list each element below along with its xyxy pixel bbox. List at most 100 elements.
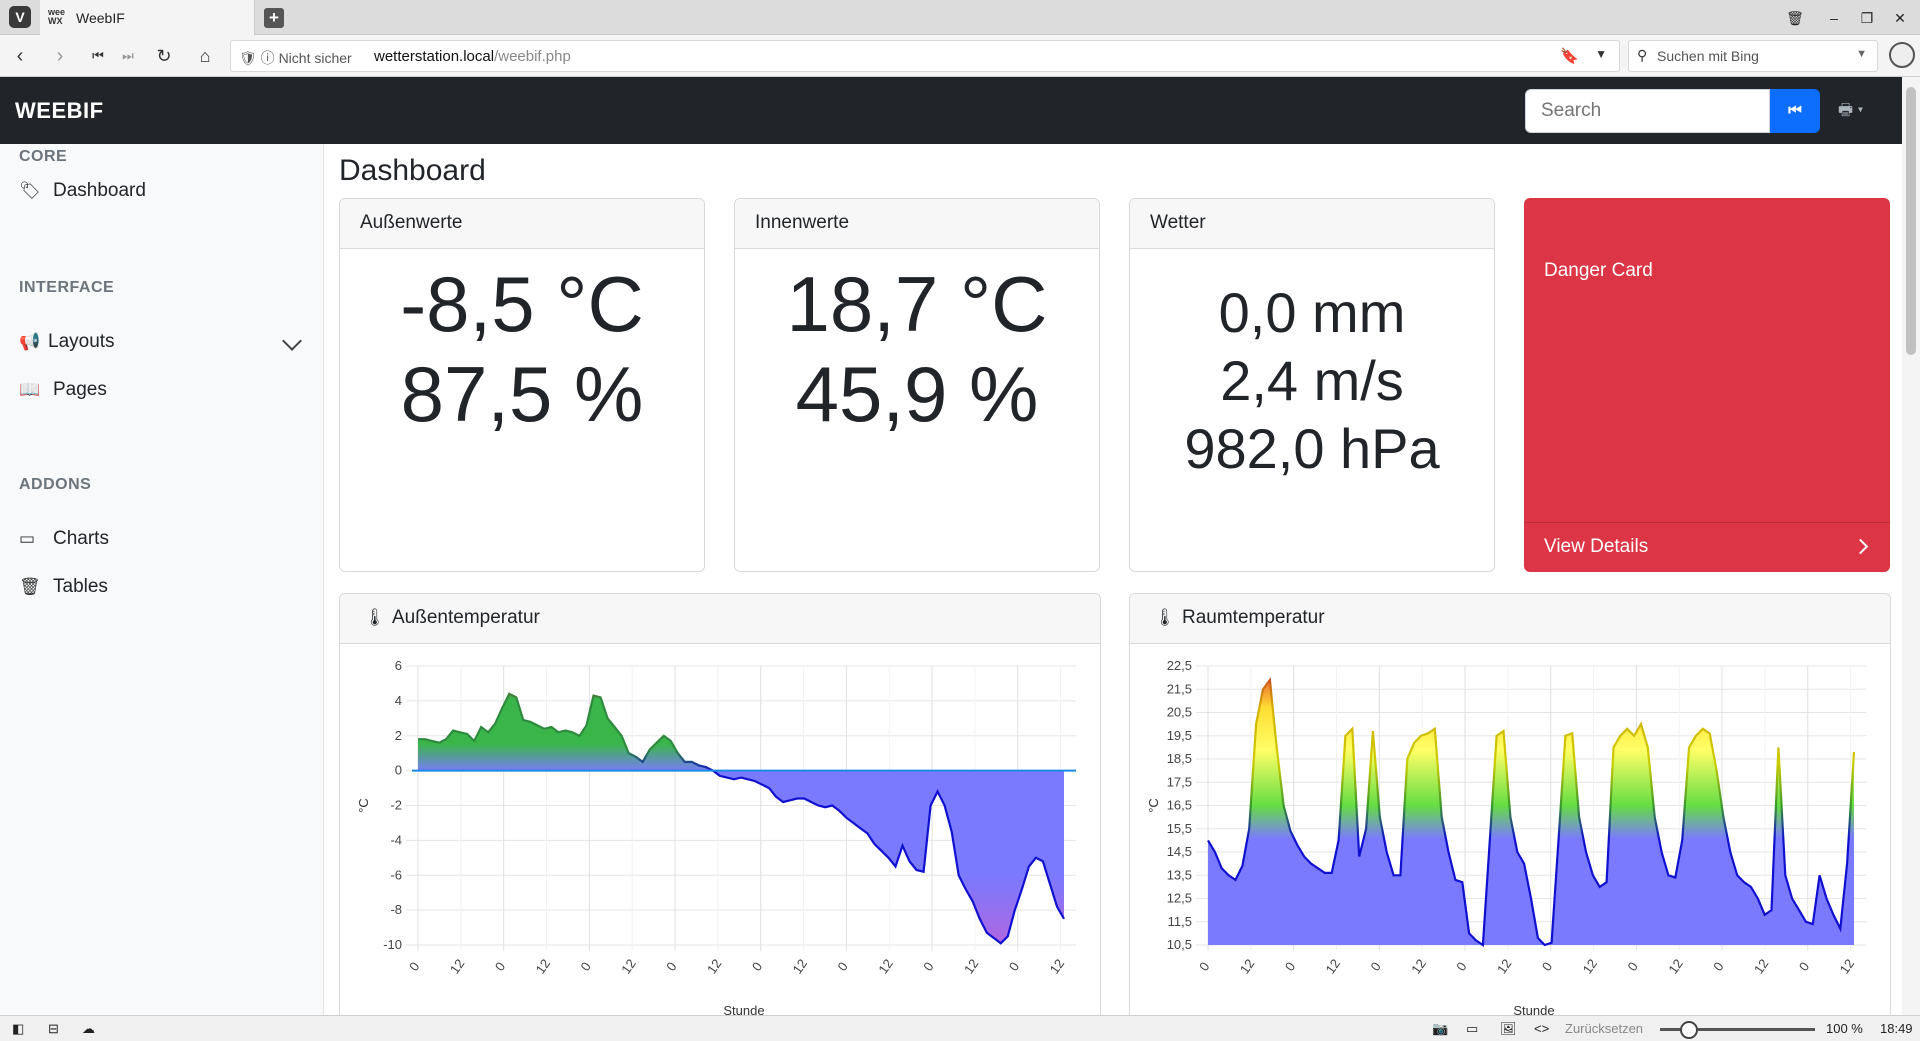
x-tick-label: 0 bbox=[1710, 959, 1726, 974]
profile-avatar[interactable] bbox=[1889, 42, 1915, 68]
tiling-icon[interactable]: ▭ bbox=[1466, 1021, 1479, 1036]
search-engine-dropdown-icon[interactable]: ▼ bbox=[1856, 48, 1867, 60]
zoom-reset-label[interactable]: Zurücksetzen bbox=[1565, 1021, 1644, 1036]
inside-temperature-value: 18,7 °C bbox=[786, 260, 1048, 348]
search-input[interactable] bbox=[1525, 89, 1770, 133]
sidebar-heading-interface: INTERFACE bbox=[19, 279, 115, 296]
x-tick-label: 0 bbox=[663, 959, 679, 974]
x-tick-label: 0 bbox=[406, 959, 422, 974]
y-tick-label: -2 bbox=[390, 798, 402, 813]
tab-title: WeebIF bbox=[76, 10, 125, 26]
url-dropdown-icon[interactable]: ▼ bbox=[1595, 47, 1607, 61]
outside-temperature-value: -8,5 °C bbox=[400, 260, 644, 348]
sidebar-item-label: Charts bbox=[53, 528, 109, 549]
forward-icon[interactable]: › bbox=[56, 45, 64, 67]
x-tick-label: 0 bbox=[577, 959, 593, 974]
megaphone-icon: 📢 bbox=[19, 332, 41, 351]
chart-card-raumtemperatur: 🌡 Raumtemperatur 22,5 21,5 20,5 19,5 18,5 17,5… bbox=[1129, 593, 1891, 1015]
url-path: /weebif.php bbox=[494, 48, 571, 65]
y-tick-label: -4 bbox=[390, 832, 402, 847]
x-tick-label: 12 bbox=[961, 956, 982, 976]
x-tick-label: 12 bbox=[1323, 956, 1344, 976]
printer-dropdown-icon[interactable]: 🖶 ▾ bbox=[1838, 102, 1864, 119]
sidebar-item-tables[interactable]: 🗑 Tables bbox=[19, 576, 309, 602]
x-tick-label: 12 bbox=[1237, 956, 1258, 976]
page-scrollbar[interactable] bbox=[1902, 77, 1920, 1015]
card-header: 🌡 Raumtemperatur bbox=[1130, 594, 1890, 644]
minimize-button[interactable]: – bbox=[1830, 10, 1838, 26]
outside-temperature-chart: 6 4 2 0 -2 -4 -6 -8 -10 0 12 0 12 0 12 0 12 0 12 0 12 0 12 0 12 °… bbox=[356, 658, 1076, 1015]
scrollbar-thumb[interactable] bbox=[1906, 87, 1916, 355]
bookmark-icon[interactable]: 🔖 bbox=[1560, 48, 1579, 65]
trash-can-icon: 🗑 bbox=[19, 577, 41, 596]
card-aussenwerte: Außenwerte -8,5 °C 87,5 % bbox=[339, 198, 705, 572]
x-tick-label: 12 bbox=[1408, 956, 1429, 976]
brand-logo[interactable]: WEEBIF bbox=[15, 98, 104, 123]
wind-value: 2,4 m/s bbox=[1220, 349, 1404, 412]
browser-search-placeholder: Suchen mit Bing bbox=[1657, 48, 1759, 64]
close-window-button[interactable]: ✕ bbox=[1894, 10, 1906, 26]
trash-icon[interactable]: 🗑 bbox=[1786, 10, 1804, 26]
search-icon: ⚲ bbox=[1637, 47, 1648, 63]
fast-forward-icon[interactable]: ⏭ bbox=[122, 48, 134, 63]
sidebar-item-charts[interactable]: ▭ Charts bbox=[19, 528, 309, 554]
capture-icon[interactable]: 📷 bbox=[1432, 1021, 1449, 1036]
sync-cloud-icon[interactable]: ☁ bbox=[82, 1021, 95, 1036]
panel-toggle-icon[interactable]: ◧ bbox=[12, 1021, 25, 1036]
reload-icon[interactable]: ↻ bbox=[156, 46, 172, 66]
chart-title: Raumtemperatur bbox=[1182, 607, 1325, 628]
x-tick-label: 0 bbox=[834, 959, 850, 974]
url-text: wetterstation.local/weebif.php bbox=[374, 48, 571, 65]
zoom-slider[interactable] bbox=[1660, 1028, 1815, 1031]
sidebar-item-layouts[interactable]: 📢 Layouts bbox=[19, 331, 309, 357]
url-host: wetterstation.local bbox=[374, 48, 495, 65]
thermometer-icon: 🌡 bbox=[364, 608, 386, 627]
series-area bbox=[418, 693, 1064, 944]
y-tick-label: 11,5 bbox=[1168, 914, 1192, 929]
rewind-icon[interactable]: ⏮ bbox=[92, 48, 104, 63]
new-tab-button[interactable]: + bbox=[264, 8, 284, 28]
back-icon[interactable]: ‹ bbox=[16, 45, 24, 67]
zoom-slider-handle[interactable] bbox=[1680, 1021, 1698, 1039]
home-icon[interactable]: ⌂ bbox=[199, 46, 211, 66]
x-tick-label: 0 bbox=[1196, 959, 1212, 974]
x-axis-label: Stunde bbox=[723, 1003, 764, 1015]
tab-tiling-icon[interactable]: ⊟ bbox=[48, 1021, 59, 1036]
x-tick-label: 12 bbox=[1047, 956, 1068, 976]
sidebar-heading-core: CORE bbox=[19, 148, 68, 165]
security-info[interactable]: 🛡 ⓘ Nicht sicher bbox=[239, 50, 352, 66]
x-tick-label: 12 bbox=[618, 956, 639, 976]
danger-card: Danger Card View Details bbox=[1524, 198, 1890, 572]
y-tick-label: 14,5 bbox=[1167, 844, 1192, 859]
card-header: Innenwerte bbox=[735, 199, 1099, 249]
sidebar-item-label: Pages bbox=[53, 379, 107, 400]
page-actions-icon[interactable]: <> bbox=[1534, 1021, 1550, 1036]
outside-humidity-value: 87,5 % bbox=[400, 350, 644, 438]
y-tick-label: 4 bbox=[395, 693, 402, 708]
zoom-level: 100 % bbox=[1826, 1021, 1863, 1036]
x-tick-label: 0 bbox=[749, 959, 765, 974]
x-tick-label: 12 bbox=[1751, 956, 1772, 976]
sidebar-item-pages[interactable]: 📖 Pages bbox=[19, 379, 309, 405]
security-label: Nicht sicher bbox=[278, 50, 352, 66]
browser-search-field[interactable]: ⚲ Suchen mit Bing ▼ bbox=[1628, 40, 1878, 72]
danger-card-title: Danger Card bbox=[1544, 260, 1653, 281]
x-tick-label: 12 bbox=[1837, 956, 1858, 976]
book-open-icon: 📖 bbox=[19, 380, 41, 399]
y-tick-label: 21,5 bbox=[1167, 681, 1192, 696]
x-tick-label: 12 bbox=[533, 956, 554, 976]
sidebar: CORE 🏷 Dashboard INTERFACE 📢 Layouts 📖 P… bbox=[0, 144, 324, 1015]
card-innenwerte: Innenwerte 18,7 °C 45,9 % bbox=[734, 198, 1100, 572]
page-title: Dashboard bbox=[339, 154, 486, 187]
url-field[interactable]: 🛡 ⓘ Nicht sicher wetterstation.local/wee… bbox=[230, 40, 1620, 72]
vivaldi-menu-icon[interactable]: V bbox=[9, 6, 31, 28]
maximize-button[interactable]: ❐ bbox=[1860, 10, 1874, 26]
sidebar-item-dashboard[interactable]: 🏷 Dashboard bbox=[19, 180, 309, 206]
search-button[interactable]: ⏮ bbox=[1770, 89, 1820, 133]
images-icon[interactable]: 🖼 bbox=[1500, 1021, 1517, 1036]
card-header: Wetter bbox=[1130, 199, 1494, 249]
browser-tab[interactable]: wee WX WeebIF bbox=[40, 0, 255, 35]
y-tick-label: -6 bbox=[390, 867, 402, 882]
y-tick-label: 22,5 bbox=[1167, 658, 1192, 673]
view-details-link[interactable]: View Details bbox=[1524, 522, 1890, 572]
